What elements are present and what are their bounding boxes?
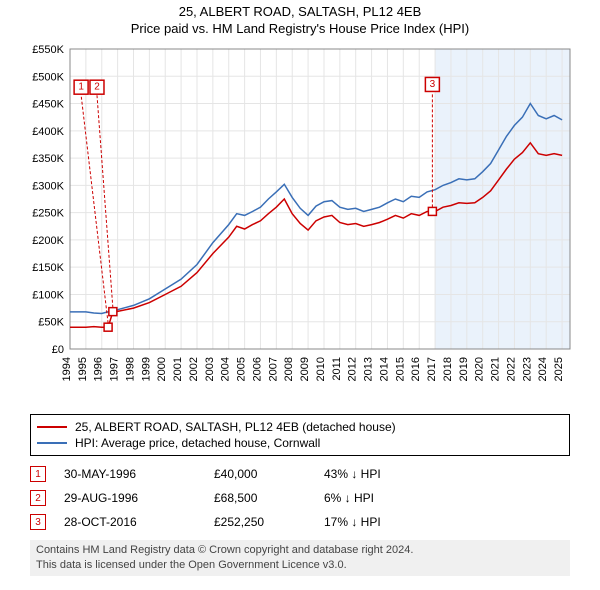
svg-text:1: 1: [78, 82, 84, 93]
svg-text:2014: 2014: [378, 357, 390, 381]
svg-text:2018: 2018: [442, 357, 454, 381]
svg-text:1997: 1997: [109, 357, 121, 381]
sale-price: £40,000: [214, 467, 324, 481]
svg-text:2008: 2008: [283, 357, 295, 381]
svg-text:2012: 2012: [347, 357, 359, 381]
legend-swatch: [37, 426, 67, 428]
sale-marker-number: 3: [30, 514, 46, 530]
legend-row: HPI: Average price, detached house, Corn…: [37, 435, 563, 451]
svg-text:£200K: £200K: [32, 235, 64, 247]
svg-text:£250K: £250K: [32, 208, 64, 220]
sale-hpi-delta: 17% ↓ HPI: [324, 515, 424, 529]
legend-label: HPI: Average price, detached house, Corn…: [75, 436, 320, 450]
sale-row: 2 29-AUG-1996£68,5006% ↓ HPI: [30, 486, 570, 510]
svg-text:£150K: £150K: [32, 262, 64, 274]
svg-text:£300K: £300K: [32, 180, 64, 192]
svg-text:£100K: £100K: [32, 289, 64, 301]
sale-marker-number: 1: [30, 466, 46, 482]
svg-text:£400K: £400K: [32, 126, 64, 138]
svg-text:1994: 1994: [61, 357, 73, 381]
svg-text:2011: 2011: [331, 357, 343, 381]
chart-svg: £0 £50K £100K £150K £200K £250K £300K £350K £400…: [20, 44, 580, 404]
sale-date: 30-MAY-1996: [64, 467, 214, 481]
sale-rows: 1 30-MAY-1996£40,00043% ↓ HPI 2 29-AUG-1996…: [30, 462, 570, 534]
sale-price: £252,250: [214, 515, 324, 529]
footer-attribution: Contains HM Land Registry data © Crown c…: [30, 540, 570, 576]
svg-text:2024: 2024: [537, 357, 549, 381]
chart-container: 25, ALBERT ROAD, SALTASH, PL12 4EB Price…: [0, 0, 600, 576]
sale-row: 1 30-MAY-1996£40,00043% ↓ HPI: [30, 462, 570, 486]
sale-hpi-delta: 6% ↓ HPI: [324, 491, 424, 505]
svg-text:2009: 2009: [299, 357, 311, 381]
svg-text:2023: 2023: [521, 357, 533, 381]
svg-text:£450K: £450K: [32, 99, 64, 111]
sale-date: 29-AUG-1996: [64, 491, 214, 505]
svg-text:1998: 1998: [124, 357, 136, 381]
svg-text:2: 2: [94, 82, 100, 93]
sale-date: 28-OCT-2016: [64, 515, 214, 529]
svg-text:£500K: £500K: [32, 71, 64, 83]
sale-row: 3 28-OCT-2016£252,25017% ↓ HPI: [30, 510, 570, 534]
sale-hpi-delta: 43% ↓ HPI: [324, 467, 424, 481]
svg-text:2022: 2022: [505, 357, 517, 381]
footer-line1: Contains HM Land Registry data © Crown c…: [36, 543, 564, 558]
svg-text:1996: 1996: [93, 357, 105, 381]
svg-text:£50K: £50K: [38, 317, 64, 329]
chart-area: £0 £50K £100K £150K £200K £250K £300K £350K £400…: [20, 44, 580, 404]
svg-text:2007: 2007: [267, 357, 279, 381]
svg-text:2005: 2005: [236, 357, 248, 381]
svg-text:£0: £0: [52, 344, 64, 356]
sale-price: £68,500: [214, 491, 324, 505]
svg-text:2004: 2004: [220, 357, 232, 381]
svg-text:3: 3: [430, 79, 436, 90]
svg-text:2013: 2013: [363, 357, 375, 381]
svg-text:2003: 2003: [204, 357, 216, 381]
footer-line2: This data is licensed under the Open Gov…: [36, 558, 564, 573]
svg-text:2019: 2019: [458, 357, 470, 381]
legend-box: 25, ALBERT ROAD, SALTASH, PL12 4EB (deta…: [30, 414, 570, 456]
svg-text:2001: 2001: [172, 357, 184, 381]
legend-label: 25, ALBERT ROAD, SALTASH, PL12 4EB (deta…: [75, 420, 396, 434]
svg-text:1999: 1999: [140, 357, 152, 381]
svg-text:2010: 2010: [315, 357, 327, 381]
svg-text:2017: 2017: [426, 357, 438, 381]
svg-text:2006: 2006: [251, 357, 263, 381]
title-address: 25, ALBERT ROAD, SALTASH, PL12 4EB: [0, 4, 600, 19]
svg-text:2021: 2021: [490, 357, 502, 381]
svg-text:1995: 1995: [77, 357, 89, 381]
sale-marker-number: 2: [30, 490, 46, 506]
svg-text:2020: 2020: [474, 357, 486, 381]
svg-text:£350K: £350K: [32, 153, 64, 165]
svg-text:2000: 2000: [156, 357, 168, 381]
legend-swatch: [37, 442, 67, 444]
title-subtitle: Price paid vs. HM Land Registry's House …: [0, 21, 600, 36]
svg-text:2025: 2025: [553, 357, 565, 381]
title-block: 25, ALBERT ROAD, SALTASH, PL12 4EB Price…: [0, 0, 600, 36]
svg-text:2016: 2016: [410, 357, 422, 381]
svg-text:2002: 2002: [188, 357, 200, 381]
svg-text:£550K: £550K: [32, 44, 64, 56]
svg-text:2015: 2015: [394, 357, 406, 381]
legend-row: 25, ALBERT ROAD, SALTASH, PL12 4EB (deta…: [37, 419, 563, 435]
